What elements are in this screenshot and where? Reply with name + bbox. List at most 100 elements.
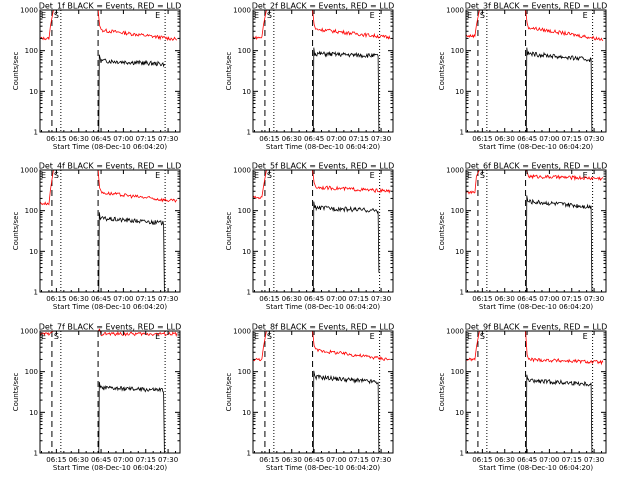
y-axis-label: Counts/sec [225,52,233,91]
y-tick-label: 10 [242,248,251,256]
x-axis-label: Start Time (08-Dec-10 06:04:20) [266,464,380,472]
marker-label-start: E [467,11,472,20]
x-tick-label: 06:15 [472,135,492,143]
panel-title: Det_5f BLACK = Events, RED = LLD [252,162,395,171]
plot-frame [465,9,607,133]
marker-label-start2: S [267,332,272,341]
marker-label-end: E [583,332,588,341]
marker-label-start2: S [267,171,272,180]
y-axis-label: Counts/sec [438,212,446,251]
y-tick-label: 1 [247,289,251,297]
x-tick-label: 06:45 [517,456,537,464]
x-tick-label: 07:00 [326,295,346,303]
x-tick-label: 07:15 [349,456,369,464]
y-axis-label: Counts/sec [12,52,20,91]
x-tick-label: 06:30 [69,456,89,464]
panel-title: Det_6f BLACK = Events, RED = LLD [465,162,608,171]
x-tick-label: 07:15 [349,295,369,303]
x-tick-label: 07:00 [539,456,559,464]
x-tick-label: 07:15 [136,135,156,143]
x-tick-label: 06:45 [91,456,111,464]
panel-title: Det_8f BLACK = Events, RED = LLD [252,323,395,332]
y-tick-label: 1 [460,450,464,458]
y-tick-label: 100 [25,207,38,215]
series-lld-line [252,169,391,200]
y-tick-label: 1000 [233,7,251,15]
y-tick-label: 1000 [20,7,38,15]
series-events-line [525,47,593,133]
series-events-line [525,195,593,293]
y-tick-label: 1 [460,289,464,297]
marker-label-start2: S [54,171,59,180]
marker-label-end: E [370,11,375,20]
x-tick-label: 07:00 [326,135,346,143]
y-tick-label: 1000 [446,167,464,175]
x-tick-label: 06:30 [282,135,302,143]
y-tick-label: 10 [455,248,464,256]
marker-label-end: E [583,171,588,180]
y-tick-label: 10 [242,409,251,417]
marker-label-start: E [254,11,259,20]
y-tick-label: 1000 [446,328,464,336]
x-axis-label: Start Time (08-Dec-10 06:04:20) [266,303,380,311]
y-tick-label: 10 [29,88,38,96]
x-tick-label: 07:30 [158,295,178,303]
x-axis-label: Start Time (08-Dec-10 06:04:20) [53,464,167,472]
x-tick-label: 07:30 [371,295,391,303]
y-tick-label: 1000 [20,328,38,336]
marker-label-start2: S [480,171,485,180]
x-tick-label: 06:15 [472,295,492,303]
x-tick-label: 06:30 [282,295,302,303]
marker-label-start: E [41,171,46,180]
series-lld-line [39,328,178,337]
marker-label-start: E [254,171,259,180]
x-tick-label: 07:00 [113,456,133,464]
x-axis-label: Start Time (08-Dec-10 06:04:20) [53,143,167,151]
y-tick-label: 10 [29,248,38,256]
x-tick-label: 06:45 [304,135,324,143]
marker-label-end: E [370,171,375,180]
y-axis-label: Counts/sec [12,373,20,412]
y-tick-label: 10 [455,409,464,417]
y-tick-label: 1000 [20,167,38,175]
x-tick-label: 07:00 [539,135,559,143]
marker-label-start2: S [54,11,59,20]
y-tick-label: 1000 [233,328,251,336]
series-events-line [312,201,380,293]
x-tick-label: 07:30 [158,135,178,143]
plot-frame [39,330,181,454]
x-tick-label: 06:15 [259,135,279,143]
y-tick-label: 1 [460,129,464,137]
marker-label-end: E [155,11,160,20]
series-lld-line [252,9,391,40]
x-tick-label: 06:15 [259,295,279,303]
y-axis-label: Counts/sec [12,212,20,251]
series-events-line [98,54,165,133]
y-tick-label: 10 [29,409,38,417]
x-tick-label: 07:30 [371,135,391,143]
marker-label-end: E [155,332,160,341]
y-tick-label: 1 [34,129,38,137]
marker-label-start: E [254,332,259,341]
plot-frame [465,169,607,293]
x-tick-label: 06:45 [517,295,537,303]
plot-frame [39,169,181,293]
x-tick-label: 06:45 [517,135,537,143]
x-tick-label: 06:15 [46,456,66,464]
x-tick-label: 07:30 [584,295,604,303]
plot-frame [465,330,607,454]
marker-label-start2: S [54,332,59,341]
panel-title: Det_2f BLACK = Events, RED = LLD [252,2,395,11]
y-tick-label: 100 [451,47,464,55]
marker-label-start2: S [267,11,272,20]
x-tick-label: 06:15 [46,295,66,303]
series-lld-line [465,169,604,195]
x-tick-label: 07:15 [562,295,582,303]
x-tick-label: 06:30 [495,295,515,303]
panel-title: Det_3f BLACK = Events, RED = LLD [465,2,608,11]
